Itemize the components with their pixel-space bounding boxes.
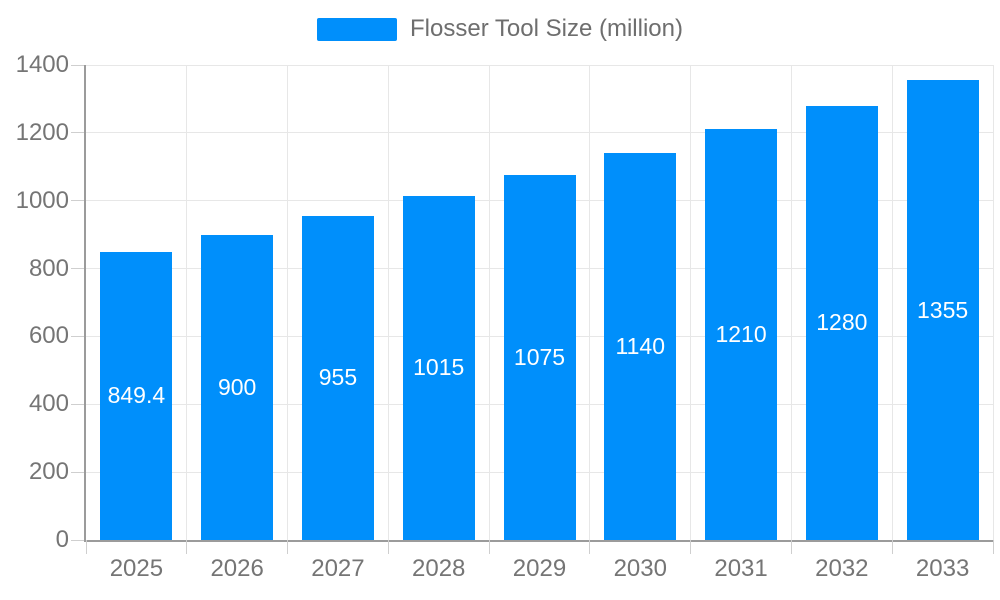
horizontal-gridline — [86, 64, 993, 66]
bar: 900 — [201, 234, 274, 540]
y-axis-label: 600 — [28, 322, 69, 350]
x-axis-tick — [891, 540, 893, 554]
y-axis-label: 1400 — [15, 51, 69, 78]
bar-value-label: 1140 — [615, 333, 665, 360]
y-axis-label: 800 — [28, 254, 69, 282]
bar-value-label: 1015 — [413, 354, 465, 381]
y-axis-tick — [71, 268, 84, 270]
y-axis-tick — [71, 403, 84, 405]
x-axis-tick — [85, 540, 87, 554]
bar: 1355 — [906, 80, 979, 540]
y-axis-label: 200 — [28, 458, 69, 486]
horizontal-gridline — [86, 132, 993, 134]
bar-value-label: 955 — [318, 364, 358, 391]
y-axis-tick — [71, 539, 84, 541]
vertical-gridline — [287, 65, 289, 540]
bar-value-label: 1355 — [917, 296, 969, 323]
y-axis-tick — [71, 335, 84, 337]
x-axis-tick — [790, 540, 792, 554]
bar-value-label: 849.4 — [107, 382, 166, 409]
x-axis-tick — [992, 540, 994, 554]
x-axis-tick — [287, 540, 289, 554]
vertical-gridline — [186, 65, 188, 540]
legend-label: Flosser Tool Size (million) — [410, 15, 683, 42]
x-axis-label: 2029 — [512, 555, 567, 582]
x-axis-label: 2033 — [915, 555, 970, 582]
y-axis-label: 1000 — [15, 186, 69, 214]
y-axis-tick — [71, 132, 84, 134]
x-axis-label: 2031 — [714, 555, 768, 582]
y-axis-tick — [71, 64, 84, 66]
vertical-gridline — [387, 65, 389, 540]
bar: 1075 — [503, 175, 576, 540]
x-axis-tick — [186, 540, 188, 554]
x-axis-label: 2032 — [815, 555, 869, 582]
bar-value-label: 900 — [217, 373, 257, 400]
x-axis-tick — [690, 540, 692, 554]
vertical-gridline — [891, 65, 893, 540]
y-axis-label: 400 — [28, 390, 69, 418]
bar-value-label: 1075 — [513, 344, 566, 371]
x-axis-tick — [488, 540, 490, 554]
x-axis-tick — [387, 540, 389, 554]
y-axis-label: 0 — [55, 526, 69, 553]
x-axis-label: 2026 — [210, 555, 264, 582]
vertical-gridline — [992, 65, 994, 540]
bar: 1210 — [705, 129, 778, 540]
x-axis-label: 2027 — [311, 555, 365, 582]
y-axis-label: 1200 — [15, 118, 69, 146]
legend-item[interactable]: Flosser Tool Size (million) — [0, 15, 1000, 42]
bar-value-label: 1280 — [816, 309, 868, 336]
vertical-gridline — [488, 65, 490, 540]
bar: 1280 — [805, 105, 878, 540]
vertical-gridline — [790, 65, 792, 540]
x-axis-tick — [589, 540, 591, 554]
bar: 1140 — [604, 153, 677, 540]
bar: 955 — [301, 215, 374, 540]
bar: 849.4 — [100, 251, 173, 540]
vertical-gridline — [690, 65, 692, 540]
x-axis-label: 2028 — [412, 555, 466, 582]
bar-value-label: 1210 — [715, 321, 767, 348]
x-axis-label: 2030 — [613, 555, 667, 582]
x-axis-label: 2025 — [109, 555, 164, 582]
y-axis-tick — [71, 471, 84, 473]
vertical-gridline — [589, 65, 591, 540]
y-axis-tick — [71, 200, 84, 202]
legend-swatch — [317, 17, 398, 41]
plot-area: 0 200 400 600 800 1000 1200 1400 849.4 2025 900 202… — [16, 53, 994, 581]
bar: 1015 — [402, 195, 475, 540]
